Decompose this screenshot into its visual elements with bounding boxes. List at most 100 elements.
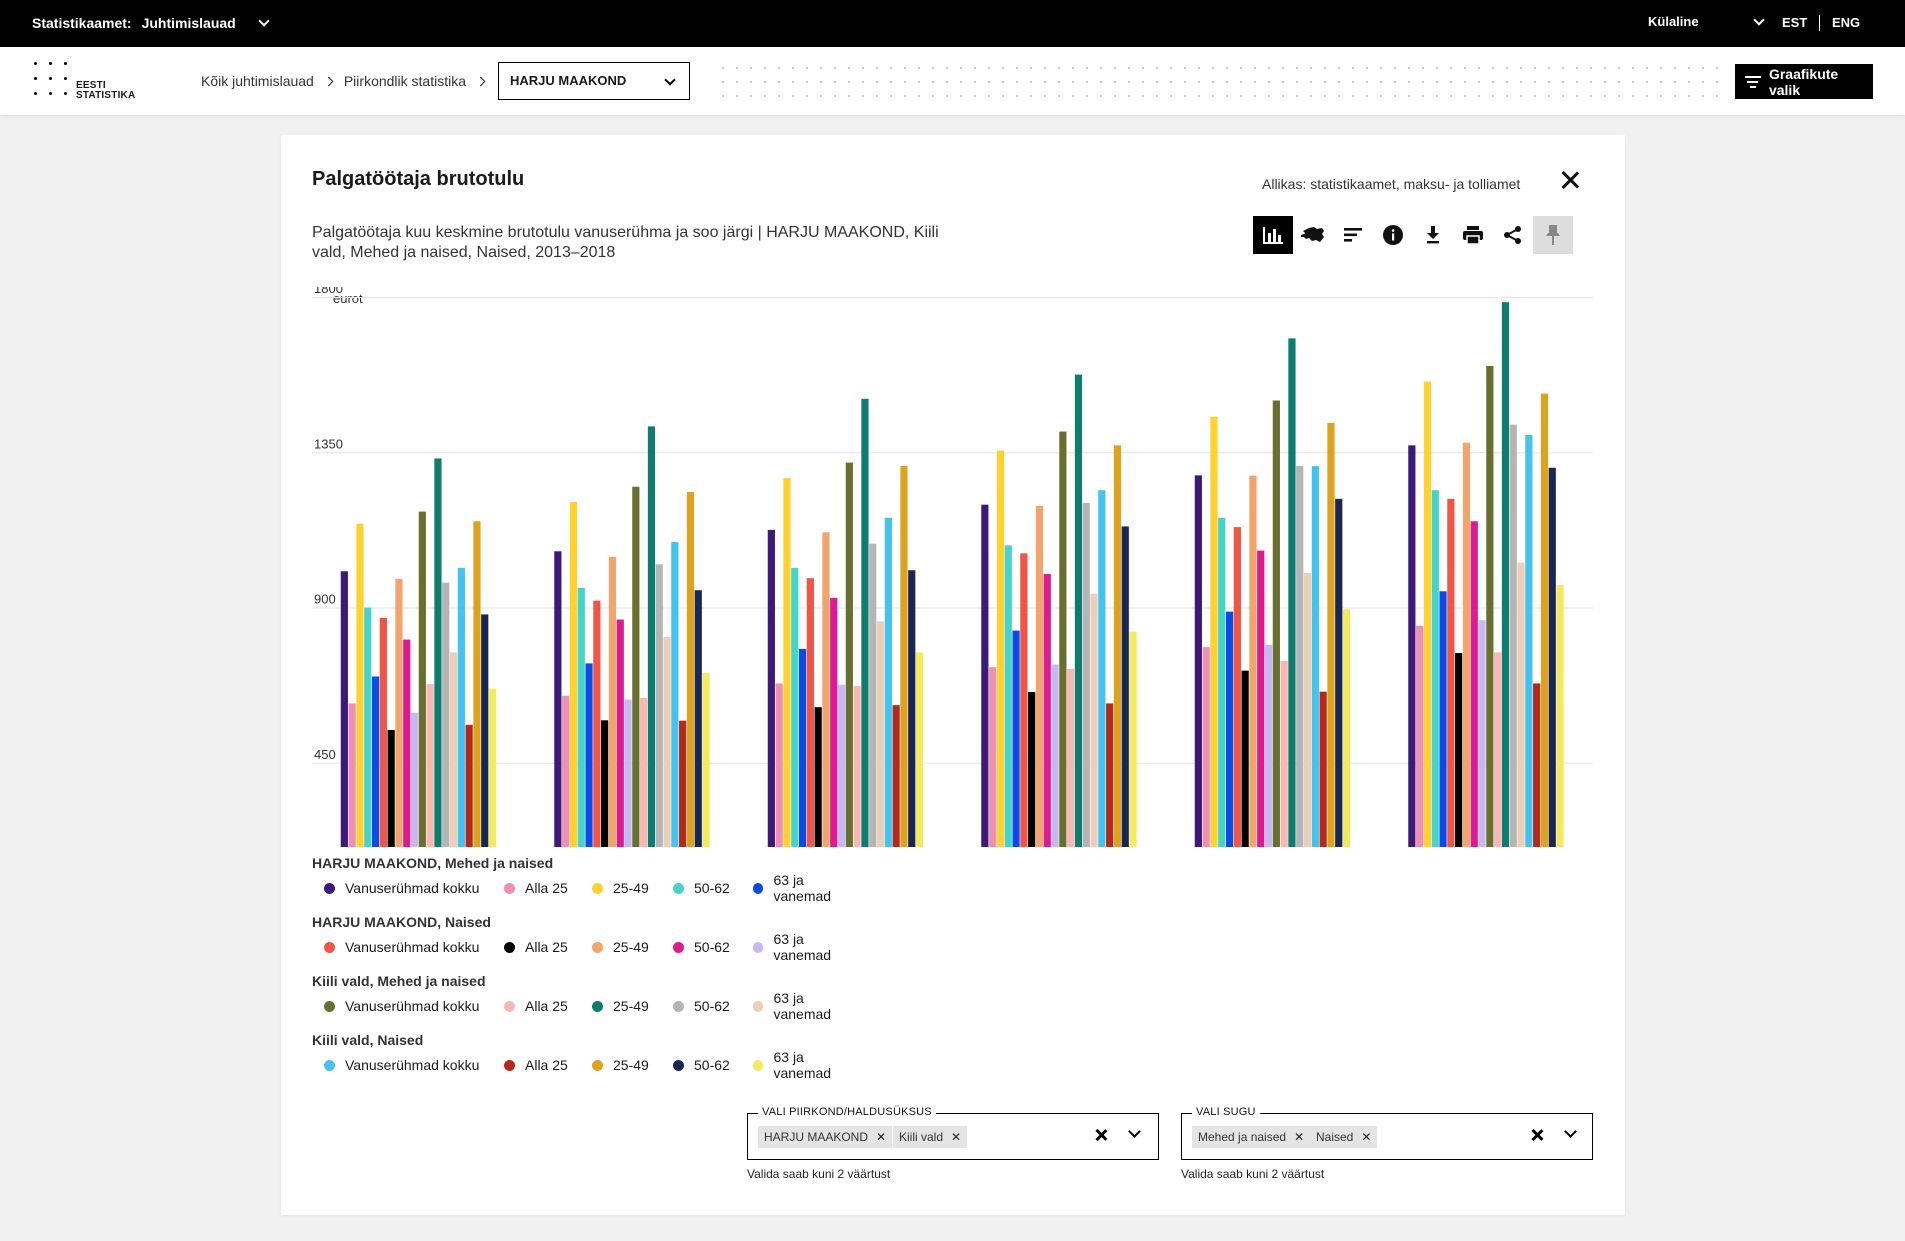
legend-item[interactable]: Alla 25 [492, 998, 580, 1014]
legend-item[interactable]: 63 ja vanemad [741, 931, 861, 963]
legend-item[interactable]: Alla 25 [492, 880, 580, 896]
region-filter[interactable]: VALI PIIRKOND/HALDUSÜKSUS HARJU MAAKOND ✕… [747, 1106, 1159, 1160]
legend-item-label: Alla 25 [525, 880, 568, 896]
legend-item[interactable]: Vanuserühmad kokku [312, 939, 492, 955]
bar [1478, 620, 1486, 918]
bar [981, 504, 989, 918]
bar [663, 636, 671, 918]
legend-item[interactable]: 63 ja vanemad [741, 872, 861, 904]
lang-eng-link[interactable]: ENG [1832, 15, 1861, 30]
bar [1202, 647, 1210, 918]
remove-chip-icon[interactable]: ✕ [876, 1130, 887, 1144]
share-icon [1504, 226, 1521, 244]
bar [410, 712, 419, 918]
legend-swatch [504, 882, 515, 894]
legend-item[interactable]: 25-49 [580, 880, 661, 896]
legend-item-label: 50-62 [694, 998, 730, 1014]
close-icon[interactable] [1558, 168, 1582, 192]
chevron-down-icon[interactable] [1564, 1125, 1577, 1138]
breadcrumb-regional-statistics[interactable]: Piirkondlik statistika [343, 73, 466, 89]
legend-item-label: Alla 25 [525, 939, 568, 955]
region-dropdown[interactable]: HARJU MAAKOND [498, 62, 690, 100]
bar [1020, 553, 1028, 918]
legend-item[interactable]: Vanuserühmad kokku [312, 1057, 492, 1073]
sex-chip[interactable]: Mehed ja naised ✕ [1192, 1126, 1311, 1148]
bar-chart-view-button[interactable] [1253, 216, 1293, 254]
bar [1210, 416, 1218, 918]
map-view-button[interactable] [1293, 216, 1333, 254]
legend-item[interactable]: 50-62 [661, 939, 741, 955]
bar [1486, 366, 1494, 918]
bar [1129, 631, 1137, 918]
bar [1311, 466, 1319, 918]
breadcrumb-all-dashboards[interactable]: Kõik juhtimislauad [201, 73, 314, 89]
eesti-statistika-logo[interactable]: EESTI STATISTIKA [32, 59, 142, 103]
legend-item[interactable]: 25-49 [580, 939, 661, 955]
remove-chip-icon[interactable]: ✕ [951, 1130, 962, 1144]
bar [1335, 498, 1343, 918]
info-button[interactable] [1373, 216, 1413, 254]
bar [426, 684, 434, 918]
bar [861, 398, 869, 918]
sex-chip[interactable]: Naised ✕ [1310, 1126, 1378, 1148]
app-switcher[interactable]: Statistikaamet: Juhtimislauad [32, 15, 270, 31]
legend-item[interactable]: 63 ja vanemad [741, 1049, 861, 1081]
bar [1090, 593, 1098, 918]
legend-item[interactable]: Alla 25 [492, 939, 580, 955]
region-chip[interactable]: HARJU MAAKOND ✕ [758, 1126, 893, 1148]
user-menu[interactable]: Külaline [1648, 13, 1765, 29]
legend-item[interactable]: 25-49 [580, 1057, 661, 1073]
bar [853, 686, 861, 918]
remove-chip-icon[interactable]: ✕ [1361, 1130, 1372, 1144]
bar [371, 676, 380, 918]
clear-icon[interactable] [1093, 1126, 1111, 1144]
share-button[interactable] [1493, 216, 1533, 254]
legend-item-label: Vanuserühmad kokku [345, 998, 480, 1014]
lang-est-link[interactable]: EST [1782, 15, 1808, 30]
bar [1249, 475, 1257, 918]
legend-item[interactable]: Vanuserühmad kokku [312, 998, 492, 1014]
bar [1280, 660, 1288, 918]
download-icon [1427, 226, 1439, 244]
legend-item[interactable]: Vanuserühmad kokku [312, 880, 492, 896]
y-tick-label: 900 [314, 592, 336, 607]
bar [876, 621, 885, 918]
clear-icon[interactable] [1529, 1126, 1547, 1144]
bar [1082, 502, 1090, 918]
bar [702, 673, 710, 918]
download-button[interactable] [1413, 216, 1453, 254]
legend-group-title: HARJU MAAKOND, Mehed ja naised [312, 855, 554, 871]
chevron-down-icon[interactable] [1128, 1125, 1141, 1138]
bar [1439, 591, 1447, 918]
legend-swatch [753, 941, 764, 953]
legend-item[interactable]: 50-62 [661, 1057, 741, 1073]
legend-item[interactable]: 63 ja vanemad [741, 990, 861, 1022]
legend-group: HARJU MAAKOND, Naised Vanuserühmad kokku A… [312, 912, 1112, 971]
legend-item[interactable]: 50-62 [661, 998, 741, 1014]
bar [1455, 653, 1463, 918]
sex-filter-label: VALI SUGU [1192, 1106, 1260, 1118]
remove-chip-icon[interactable]: ✕ [1294, 1130, 1305, 1144]
graph-selection-button[interactable]: Graafikute valik [1735, 64, 1873, 99]
print-button[interactable] [1453, 216, 1493, 254]
legend-item[interactable]: 50-62 [661, 880, 741, 896]
y-tick-label: 1350 [314, 436, 343, 451]
bar [395, 578, 403, 918]
sex-filter[interactable]: VALI SUGU Mehed ja naised ✕ Naised ✕ [1181, 1106, 1593, 1160]
legend-swatch [324, 882, 335, 894]
pin-button[interactable] [1533, 216, 1573, 254]
legend-swatch [504, 941, 515, 953]
legend-item-label: 50-62 [694, 1057, 730, 1073]
region-chip[interactable]: Kiili vald ✕ [893, 1126, 968, 1148]
legend-item[interactable]: Alla 25 [492, 1057, 580, 1073]
bar [356, 523, 364, 918]
legend-items: Vanuserühmad kokku Alla 25 25-49 50-62 63 ja… [312, 1049, 1112, 1081]
bar [1447, 498, 1455, 918]
lang-divider [1819, 15, 1820, 31]
legend-item[interactable]: 25-49 [580, 998, 661, 1014]
bar [845, 462, 853, 918]
sort-button[interactable] [1333, 216, 1373, 254]
bar [1264, 644, 1273, 918]
legend-item-label: Vanuserühmad kokku [345, 880, 480, 896]
bar [624, 699, 632, 918]
